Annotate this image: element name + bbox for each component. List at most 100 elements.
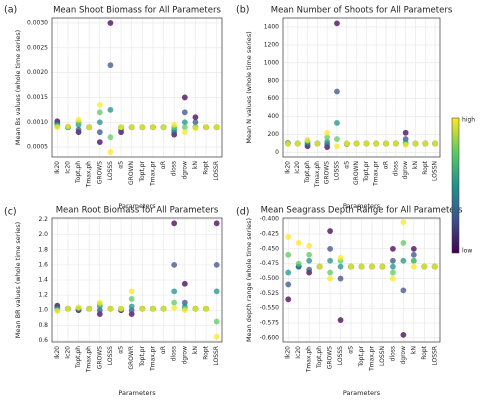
point <box>353 140 360 147</box>
y-tick-label: 0.8 <box>38 322 48 329</box>
point <box>392 140 399 147</box>
x-axis-label: Parameters <box>343 202 381 210</box>
point <box>432 140 438 147</box>
point <box>171 305 178 311</box>
point <box>295 240 302 246</box>
point <box>192 305 199 312</box>
point <box>327 228 333 234</box>
x-tick-label: kN <box>412 161 419 169</box>
chart-title: Mean Seagrass Depth Range for All Parame… <box>261 206 463 216</box>
point <box>324 129 331 136</box>
y-tick-label: 0.0005 <box>27 144 48 151</box>
point <box>348 263 354 270</box>
point <box>107 20 114 26</box>
x-tick-label: Tmax,ph <box>306 346 313 373</box>
x-tick-label: GROWN <box>128 161 135 185</box>
x-axis-label: Parameters <box>343 389 381 397</box>
plot-frame <box>282 217 441 343</box>
y-tick-label: 2.0 <box>38 231 48 238</box>
point <box>304 137 311 143</box>
point <box>128 124 135 131</box>
x-tick-label: dgrow <box>402 161 409 180</box>
x-tick-label: Tmax,ph <box>86 346 93 373</box>
point <box>181 307 188 314</box>
plot-frame <box>51 17 223 158</box>
point <box>295 260 302 267</box>
x-tick-label: GROWS <box>327 346 334 369</box>
x-tick-label: Ropt <box>203 345 210 359</box>
x-tick-label: Ic20 <box>64 346 71 359</box>
point <box>118 124 124 131</box>
point <box>422 140 429 147</box>
x-tick-label: dgrow <box>181 161 188 180</box>
x-axis-label: Parameters <box>118 202 156 210</box>
point <box>390 245 396 252</box>
point <box>400 287 407 294</box>
point <box>337 263 344 270</box>
point <box>421 263 428 270</box>
point <box>150 124 156 131</box>
point <box>139 124 146 131</box>
point <box>431 263 438 270</box>
point <box>54 308 61 314</box>
point <box>400 240 407 246</box>
point <box>285 234 292 240</box>
x-tick-label: Tmax,pr <box>373 160 380 186</box>
x-tick-label: Topt,ph <box>75 346 82 369</box>
point <box>412 140 419 147</box>
point <box>285 281 292 288</box>
point <box>203 305 209 312</box>
x-tick-label: Topt,pr <box>363 160 370 182</box>
x-tick-label: Ic20 <box>64 161 71 174</box>
x-tick-label: LOSSS <box>107 346 114 365</box>
point <box>171 299 178 306</box>
point <box>316 263 323 270</box>
point <box>306 251 313 258</box>
point <box>358 263 365 270</box>
point <box>203 124 209 131</box>
point <box>107 134 114 141</box>
point <box>96 129 103 136</box>
x-tick-label: LOSSR <box>213 346 220 366</box>
y-tick-label: -0.575 <box>260 320 280 327</box>
point <box>107 62 114 69</box>
y-tick-label: 1.2 <box>38 292 48 299</box>
point <box>96 109 103 116</box>
point <box>171 121 178 128</box>
x-tick-label: dloss <box>171 346 178 361</box>
point <box>54 124 61 131</box>
point <box>213 333 220 340</box>
y-tick-label: 0.0025 <box>27 44 48 51</box>
x-tick-label: αS <box>118 161 125 169</box>
y-tick-label: -0.400 <box>260 216 280 223</box>
point <box>327 269 333 276</box>
point <box>410 263 417 270</box>
point <box>410 245 417 252</box>
y-tick-label: 1400 <box>264 23 279 30</box>
x-tick-label: αR <box>160 346 167 354</box>
x-tick-label: Ropt <box>203 160 210 174</box>
point <box>96 101 103 108</box>
chart-title: Mean Root Biomass for All Parameters <box>56 206 219 216</box>
point <box>192 114 199 121</box>
point <box>343 140 350 147</box>
x-tick-label: αR <box>383 161 390 169</box>
point <box>65 123 71 130</box>
point <box>285 296 292 303</box>
y-tick-label: 0.0020 <box>27 69 48 76</box>
y-axis-label: Mean BR values (whole time series) <box>14 222 22 338</box>
panel-label: (d) <box>236 207 249 218</box>
plot-frame <box>282 17 441 158</box>
point <box>150 305 156 312</box>
x-tick-label: Ik20 <box>54 161 61 174</box>
point <box>171 261 178 268</box>
panel: (d) Mean Seagrass Depth Range for All Par… <box>236 206 463 398</box>
point <box>410 257 417 264</box>
x-tick-label: Topt,pr <box>139 160 146 182</box>
x-tick-label: LOSSN <box>432 161 439 181</box>
point <box>181 124 188 131</box>
point <box>334 143 340 150</box>
point <box>96 299 103 306</box>
point <box>369 263 375 270</box>
